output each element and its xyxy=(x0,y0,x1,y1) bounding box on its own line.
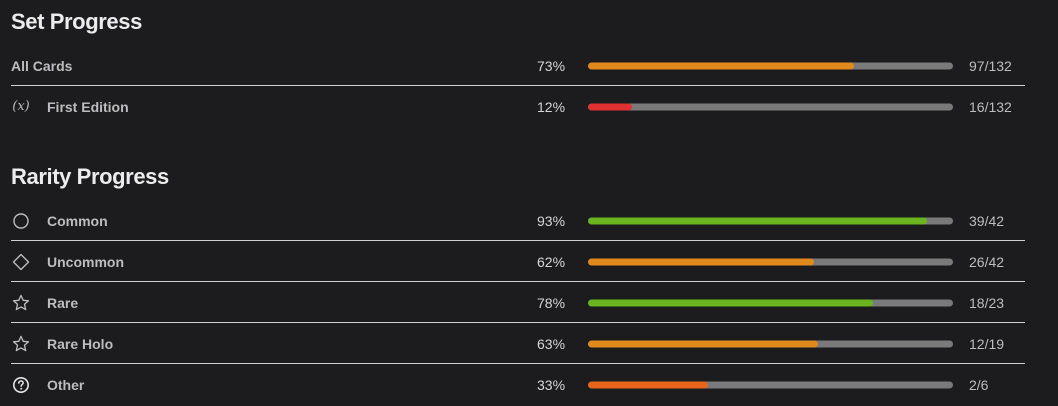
row-percent: 63% xyxy=(537,335,566,352)
progress-row-all-cards: All Cards 73% 97/132 xyxy=(11,45,1025,86)
row-count: 16/132 xyxy=(969,98,1012,115)
star-icon xyxy=(11,334,31,354)
progress-bar xyxy=(588,103,953,110)
progress-row-rare-holo: Rare Holo 63% 12/19 xyxy=(11,323,1025,364)
progress-bar xyxy=(588,299,953,306)
progress-row-rare: Rare 78% 18/23 xyxy=(11,282,1025,323)
row-percent: 73% xyxy=(537,57,566,74)
progress-bar xyxy=(588,381,953,388)
progress-bar-fill xyxy=(588,299,873,306)
row-count: 26/42 xyxy=(969,253,1005,270)
row-label: Rare xyxy=(47,294,79,311)
row-percent: 62% xyxy=(537,253,566,270)
question-circle-icon xyxy=(11,375,31,395)
progress-bar-fill xyxy=(588,340,818,347)
row-count: 39/42 xyxy=(969,212,1005,229)
row-percent: 78% xyxy=(537,294,566,311)
progress-bar xyxy=(588,217,953,224)
progress-bar-fill xyxy=(588,217,928,224)
progress-bar xyxy=(588,258,953,265)
circle-icon xyxy=(11,211,31,231)
row-count: 12/19 xyxy=(969,335,1005,352)
row-label: Other xyxy=(47,376,85,393)
x-variable-icon: (x) xyxy=(12,99,30,114)
row-count: 97/132 xyxy=(969,57,1012,74)
progress-row-other: Other 33% 2/6 xyxy=(11,364,1025,405)
rarity-progress-heading: Rarity Progress xyxy=(11,164,169,189)
diamond-icon xyxy=(11,252,31,272)
progress-row-common: Common 93% 39/42 xyxy=(11,200,1025,241)
row-percent: 93% xyxy=(537,212,566,229)
row-percent: 33% xyxy=(537,376,566,393)
progress-bar xyxy=(588,62,953,69)
progress-bar-fill xyxy=(588,381,709,388)
progress-bar-fill xyxy=(588,258,815,265)
row-label: First Edition xyxy=(47,98,129,115)
row-label: Rare Holo xyxy=(47,335,114,352)
set-progress-heading: Set Progress xyxy=(11,9,142,34)
star-icon xyxy=(11,293,31,313)
progress-row-uncommon: Uncommon 62% 26/42 xyxy=(11,241,1025,282)
row-label: Common xyxy=(47,212,108,229)
row-count: 2/6 xyxy=(969,376,989,393)
row-label: All Cards xyxy=(11,57,73,74)
progress-bar-fill xyxy=(588,62,855,69)
progress-bar-fill xyxy=(588,103,632,110)
progress-bar xyxy=(588,340,953,347)
row-count: 18/23 xyxy=(969,294,1005,311)
row-percent: 12% xyxy=(537,98,566,115)
progress-row-first-edition: (x) First Edition 12% 16/132 xyxy=(11,86,1025,127)
row-label: Uncommon xyxy=(47,253,124,270)
